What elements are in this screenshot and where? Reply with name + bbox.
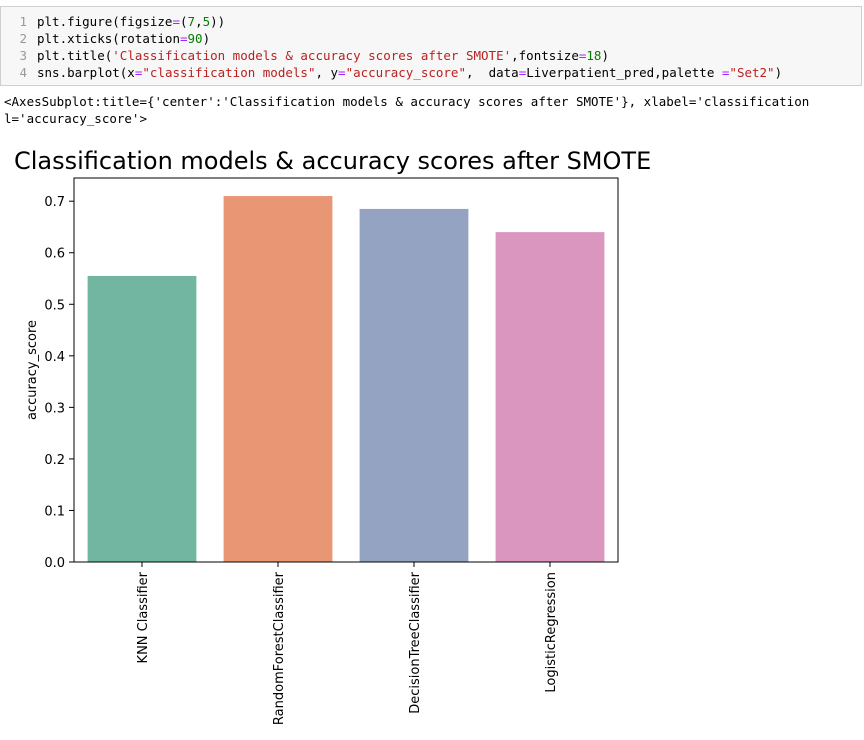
line-number: 4 [19, 65, 27, 80]
code-line: 2 plt.xticks(rotation=90) [1, 30, 861, 47]
bar [223, 196, 333, 562]
plot-frame [73, 177, 619, 563]
code-line: 4 sns.barplot(x="classification models", … [1, 64, 861, 81]
y-tick-label: 0.7 [44, 195, 65, 210]
x-tick-label: LogisticRegression [544, 572, 559, 693]
bar [87, 275, 197, 562]
output-line: <AxesSubplot:title={'center':'Classifica… [4, 94, 810, 109]
bar [359, 208, 469, 562]
line-number: 3 [19, 48, 27, 63]
code-line: 1 plt.figure(figsize=(7,5)) [1, 13, 861, 30]
chart-title: Classification models & accuracy scores … [14, 147, 651, 175]
y-tick-label: 0.6 [44, 247, 65, 262]
code-text: plt.figure(figsize=(7,5)) [37, 14, 226, 29]
y-tick-label: 0.4 [44, 350, 65, 365]
y-tick-label: 0.1 [44, 504, 65, 519]
y-tick-label: 0.5 [44, 298, 65, 313]
code-text: plt.xticks(rotation=90) [37, 31, 211, 46]
line-number: 1 [19, 14, 27, 29]
y-tick-label: 0.0 [44, 556, 65, 571]
x-tick-label: KNN Classifier [136, 571, 151, 663]
line-number: 2 [19, 31, 27, 46]
code-cell[interactable]: 1 plt.figure(figsize=(7,5)) 2 plt.xticks(ro… [0, 6, 862, 86]
y-tick-label: 0.2 [44, 453, 65, 468]
bar [495, 232, 605, 563]
code-line: 3 plt.title('Classification models & accu… [1, 47, 861, 64]
output-line: l='accuracy_score'> [4, 111, 147, 126]
y-tick-label: 0.3 [44, 401, 65, 416]
x-tick-label: DecisionTreeClassifier [408, 571, 423, 713]
y-axis-label: accuracy_score [25, 320, 40, 420]
code-text: sns.barplot(x="classification models", y… [37, 65, 783, 80]
code-text: plt.title('Classification models & accur… [37, 48, 609, 63]
cell-output: <AxesSubplot:title={'center':'Classifica… [4, 93, 809, 127]
x-tick-label: RandomForestClassifier [272, 571, 287, 725]
